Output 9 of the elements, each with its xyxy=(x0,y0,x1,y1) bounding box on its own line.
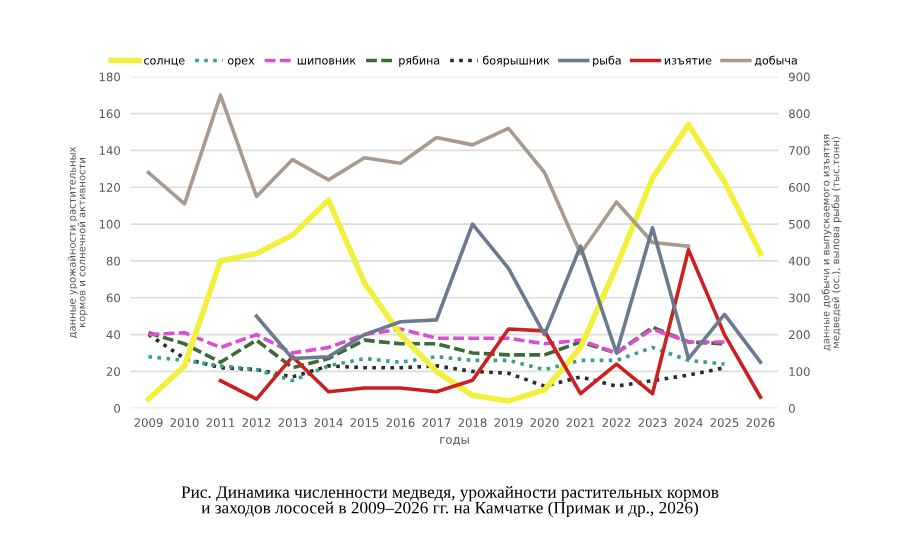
line-series xyxy=(254,222,763,365)
line-series xyxy=(146,325,727,370)
line-series xyxy=(146,332,727,388)
line-series xyxy=(146,327,727,355)
line-series xyxy=(218,248,763,401)
line-series xyxy=(145,121,764,404)
line-series xyxy=(146,93,691,256)
text: Рис. Динамика численности медведя, урожайности растительных кормов и заходов лососей в 2009–2026 гг. на Камчатке (Примак и др., 2026) xyxy=(181,485,719,518)
line-series xyxy=(146,345,727,383)
